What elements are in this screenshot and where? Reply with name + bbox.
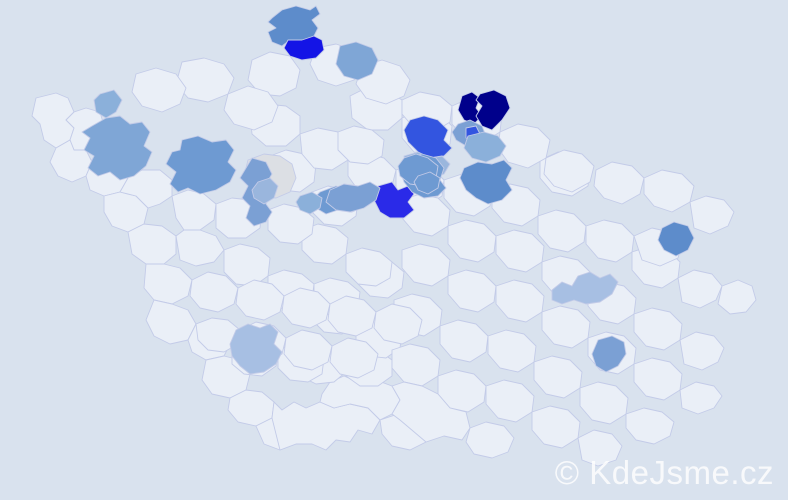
region-sumperk	[657, 221, 695, 257]
region-praha	[373, 181, 415, 219]
region-decin-city	[283, 35, 325, 61]
region-benesov	[251, 177, 279, 205]
base-districts	[31, 43, 757, 467]
region-uherske-hradiste	[591, 335, 627, 373]
region-sokolov	[81, 115, 153, 181]
region-ceske-budejovice	[229, 323, 283, 375]
region-karlovy-vary	[93, 89, 123, 119]
region-melnik	[295, 191, 323, 215]
region-nachod	[475, 89, 511, 131]
region-pardubice	[463, 131, 507, 163]
region-usti-nad-orlici	[459, 159, 513, 205]
region-louny	[165, 135, 237, 195]
region-zlin	[551, 271, 619, 305]
region-kolin	[413, 171, 441, 195]
highlighted-districts	[81, 5, 695, 375]
region-mlada-boleslav	[403, 115, 453, 159]
region-liberec	[335, 41, 379, 81]
region-svitavy	[325, 181, 381, 213]
